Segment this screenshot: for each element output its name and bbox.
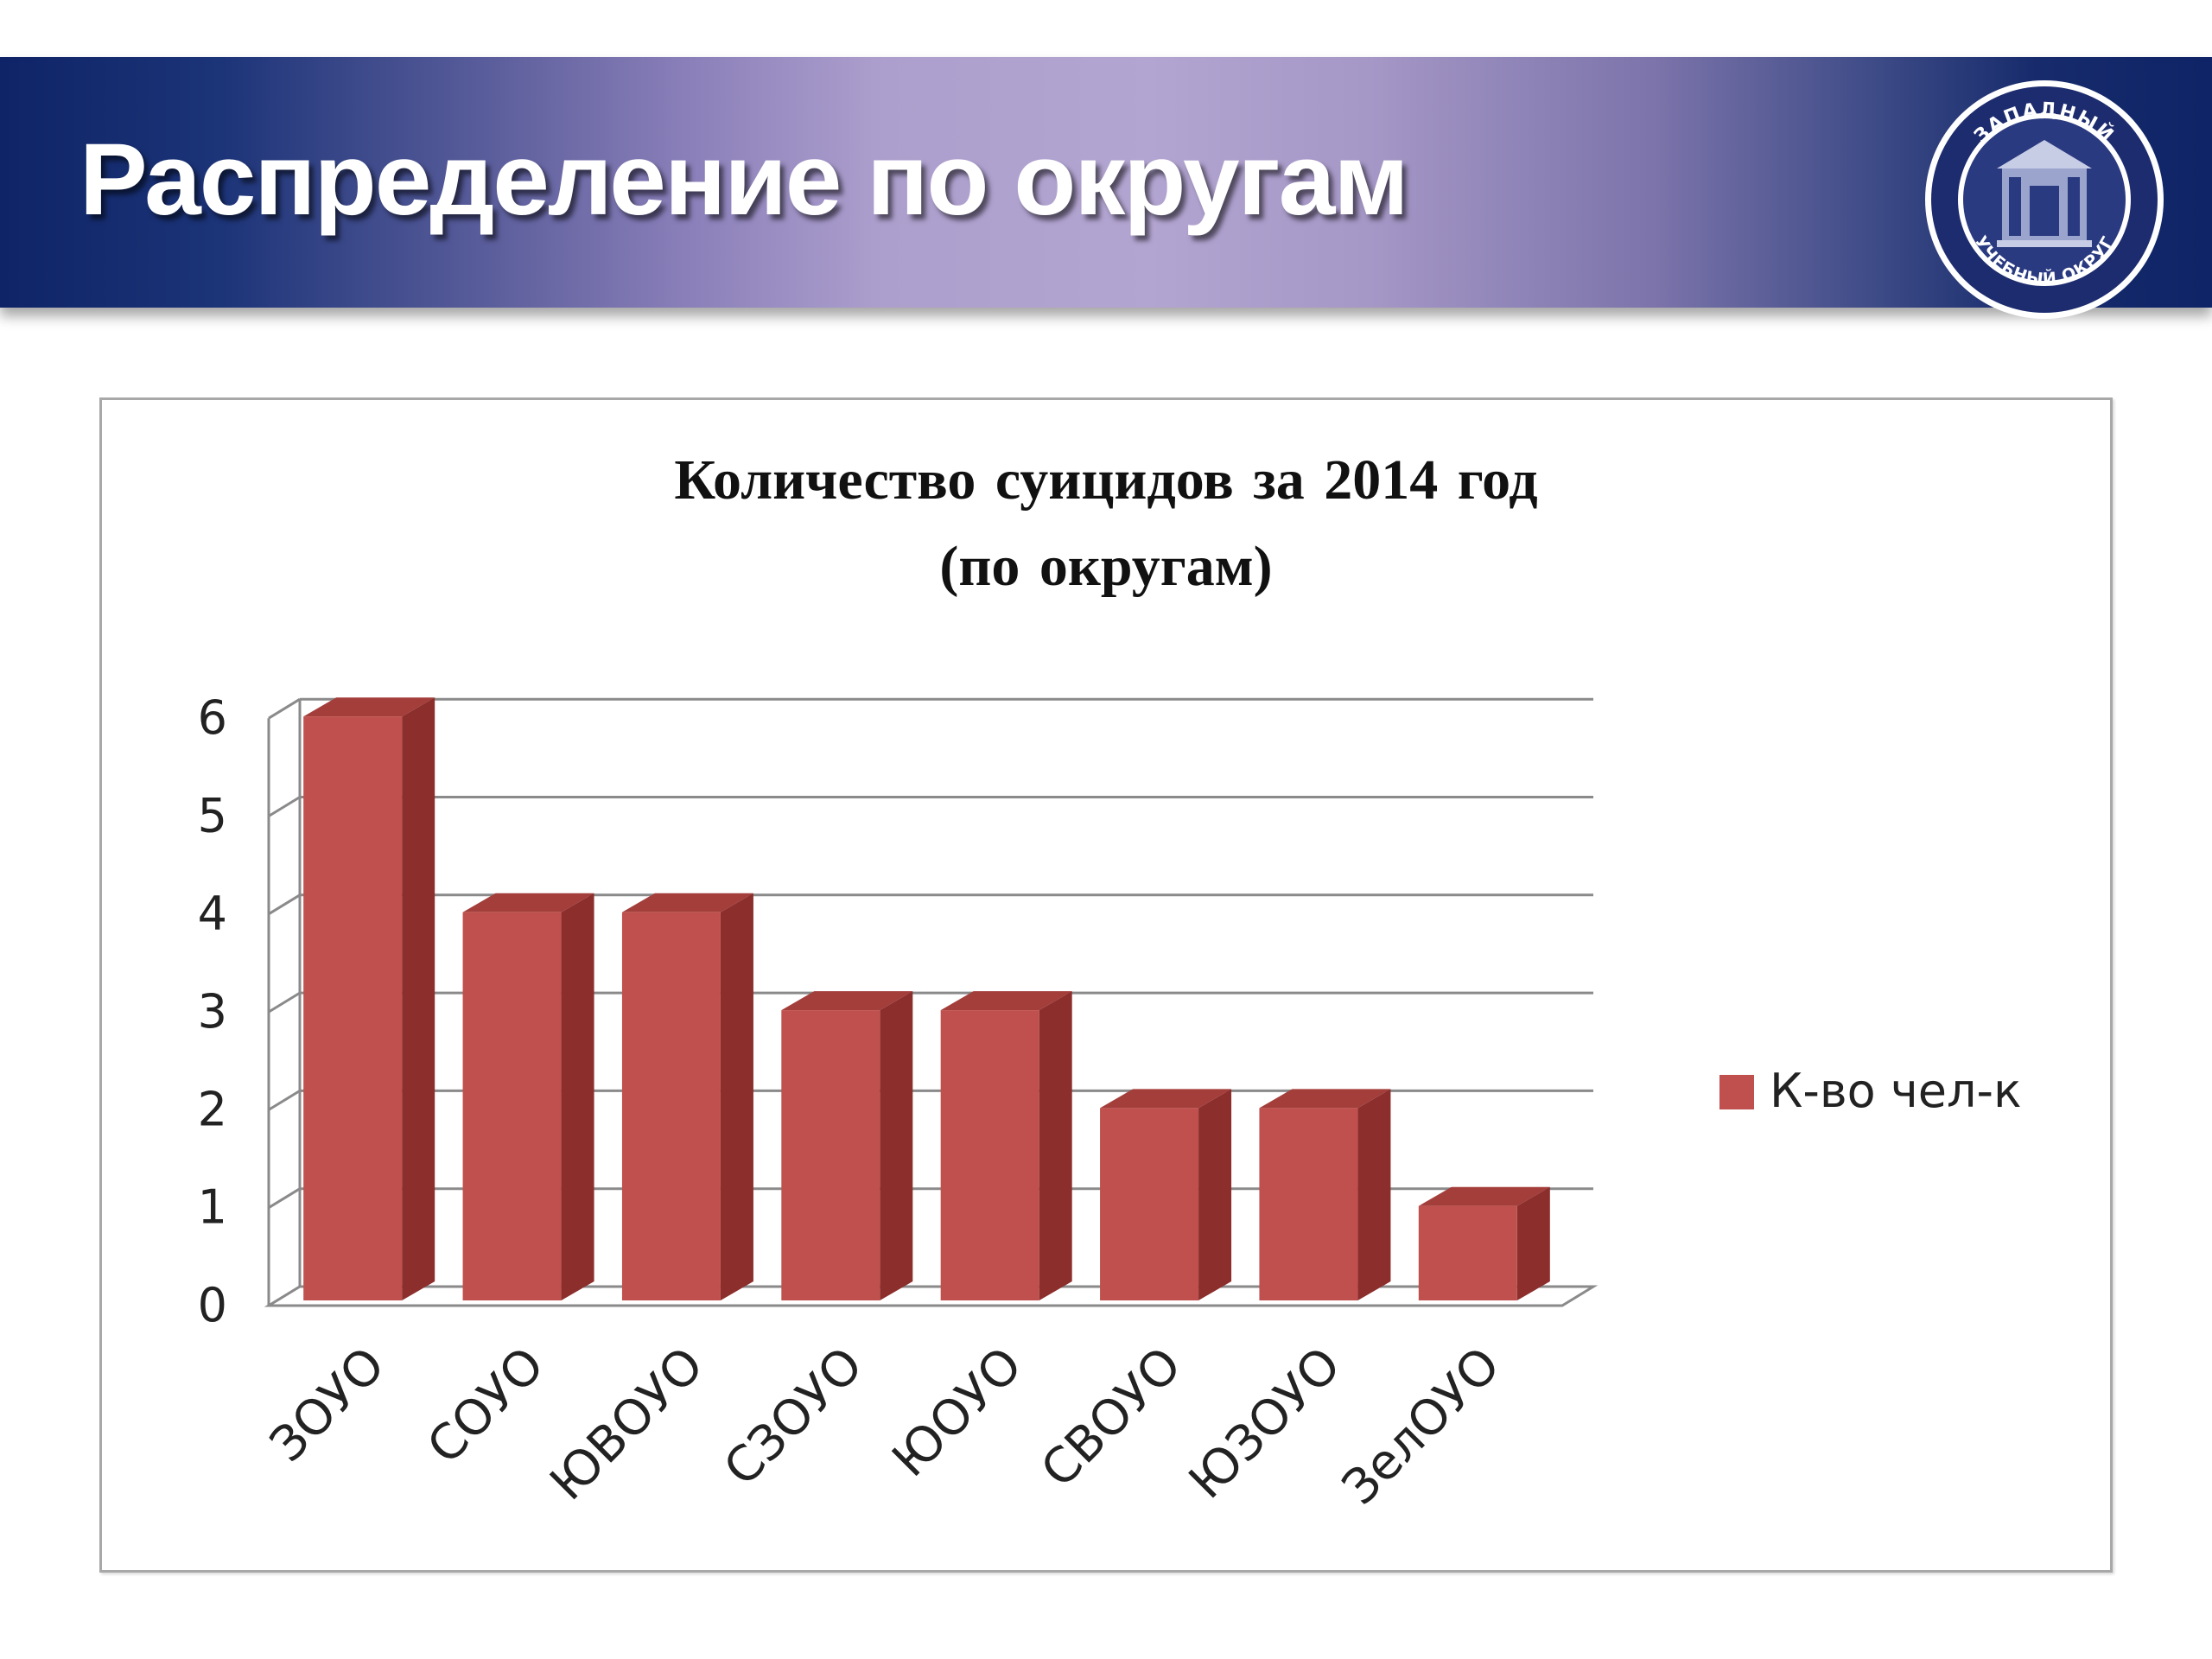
chart-title: Количество суицидов за 2014 год: [674, 448, 1538, 512]
y-tick-label: 1: [198, 1180, 227, 1235]
bar: [462, 912, 562, 1300]
bar-top: [621, 893, 753, 912]
bar-top: [462, 893, 594, 912]
gridline-side: [268, 697, 301, 720]
x-tick-label: ЗелОУО: [1332, 1337, 1510, 1516]
gridline-side: [268, 1187, 301, 1209]
bar: [1259, 1108, 1358, 1300]
y-tick-label: 0: [198, 1278, 227, 1332]
title-banner: Распределение по округам ЗАПАДНЫЙ УЧЕБНЫ…: [0, 57, 2212, 319]
bar-top: [1100, 1089, 1232, 1109]
district-emblem-logo: ЗАПАДНЫЙ УЧЕБНЫЙ ОКРУГ: [1925, 80, 2164, 319]
gridline-side: [268, 1090, 301, 1111]
gridline-side: [268, 893, 301, 916]
bar-side: [1198, 1089, 1232, 1300]
bar-top: [1259, 1089, 1391, 1109]
bar-top: [781, 991, 913, 1011]
chart-area: Количество суицидов за 2014 год (по окру…: [99, 397, 2113, 1573]
y-tick-label: 2: [198, 1082, 227, 1136]
bar-side: [1516, 1186, 1550, 1300]
x-tick-label: СЗОУО: [714, 1337, 874, 1497]
gridline-side: [268, 796, 301, 817]
legend-label: К-во чел-к: [1770, 1064, 2022, 1118]
x-tick-label: СВОУО: [1031, 1337, 1192, 1498]
page-title: Распределение по округам: [79, 123, 1409, 237]
x-tick-label: СОУО: [416, 1337, 555, 1475]
bar-side: [561, 893, 594, 1300]
bar-side: [1039, 991, 1072, 1300]
bar-side: [880, 991, 913, 1300]
y-tick-label: 4: [198, 887, 227, 941]
bar: [1100, 1108, 1199, 1300]
x-tick-label: ЮЗОУО: [1179, 1337, 1352, 1510]
y-tick-label: 5: [198, 789, 227, 843]
legend-swatch: [1719, 1075, 1754, 1109]
bar: [1418, 1205, 1517, 1300]
y-tick-label: 6: [198, 690, 227, 745]
bar-top: [303, 697, 435, 717]
chart-subtitle: (по округам): [939, 535, 1273, 598]
bar: [303, 716, 403, 1300]
bar: [621, 912, 721, 1300]
y-tick-label: 3: [198, 984, 227, 1039]
bar-side: [1357, 1089, 1391, 1300]
gridline-side: [268, 991, 301, 1014]
bar-side: [402, 697, 435, 1300]
x-tick-label: ЮОУО: [881, 1337, 1033, 1488]
x-tick-label: ЗОУО: [259, 1337, 396, 1473]
bar-top: [1418, 1186, 1550, 1206]
x-tick-label: ЮВОУО: [539, 1337, 714, 1511]
bar-top: [940, 991, 1072, 1011]
bar: [781, 1010, 880, 1300]
bar: [940, 1010, 1039, 1300]
bar-side: [720, 893, 753, 1300]
